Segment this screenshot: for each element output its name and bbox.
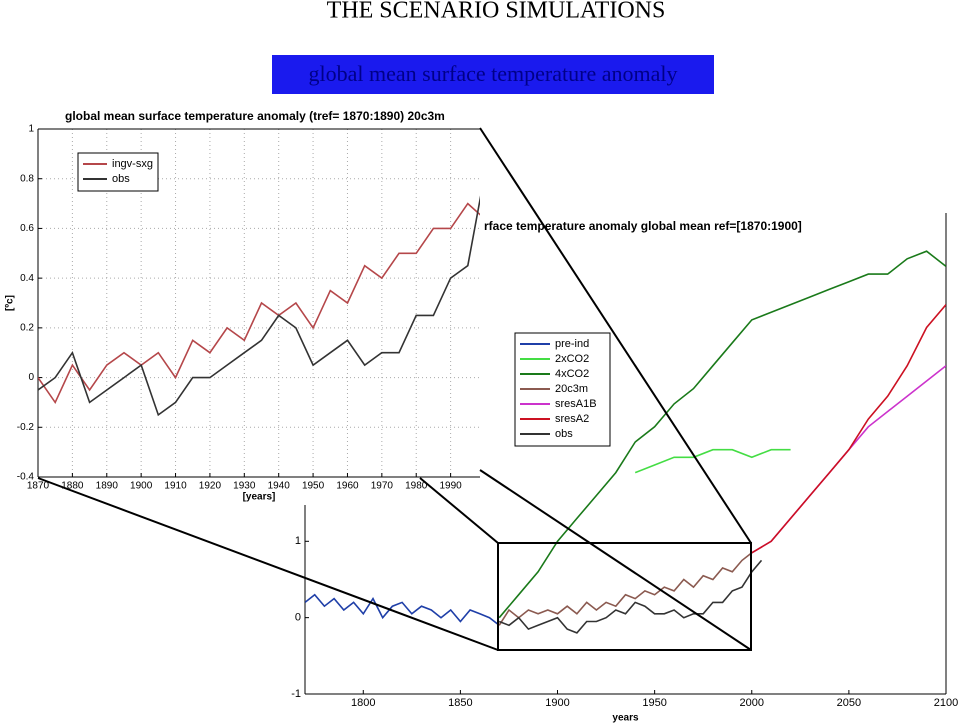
series-line <box>751 365 946 554</box>
slide-title: THE SCENARIO SIMULATIONS <box>327 0 666 24</box>
y-tick-label: 0.6 <box>20 223 34 234</box>
series-line <box>498 559 763 634</box>
zoom-box <box>497 542 752 651</box>
y-tick-label: 1 <box>28 124 34 135</box>
legend-label: pre-ind <box>555 338 589 350</box>
y-tick-label: 0.4 <box>20 273 34 284</box>
series-line <box>38 202 480 405</box>
slide-subtitle: global mean surface temperature anomaly <box>309 61 678 86</box>
x-tick-label: 1930 <box>233 481 256 492</box>
legend-label: 4xCO2 <box>555 368 589 380</box>
x-tick-label: 1980 <box>405 481 428 492</box>
y-tick-label: -1 <box>291 688 301 700</box>
x-tick-label: 1940 <box>268 481 291 492</box>
legend-label: sresA2 <box>555 413 589 425</box>
x-tick-label: 2100 <box>934 697 958 709</box>
x-tick-label: 2000 <box>740 697 764 709</box>
x-tick-label: 1970 <box>371 481 394 492</box>
x-tick-label: 1850 <box>448 697 472 709</box>
legend-label: sresA1B <box>555 398 597 410</box>
series-line <box>634 448 791 474</box>
chart-title: global mean surface temperature anomaly … <box>65 109 445 123</box>
y-tick-label: 1 <box>295 535 301 547</box>
x-tick-label: 1950 <box>302 481 325 492</box>
x-tick-label: 1950 <box>642 697 666 709</box>
connector <box>419 477 499 544</box>
zoom-connectors <box>37 127 752 651</box>
series-line <box>305 593 500 626</box>
x-tick-label: 1870 <box>27 481 50 492</box>
inset-chart: -0.4 -0.2 0 0.2 0.4 0.6 0.8 1 1870 1880 1890 1900 19… <box>0 100 480 505</box>
connector <box>479 127 752 544</box>
x-tick-label: 1900 <box>545 697 569 709</box>
legend-label: 20c3m <box>555 383 588 395</box>
x-tick-label: 1910 <box>164 481 187 492</box>
x-tick-label: 1880 <box>61 481 84 492</box>
chart-title: rface temperature anomaly global mean re… <box>484 219 802 233</box>
x-axis-label: [years] <box>243 492 276 503</box>
legend-label: obs <box>555 428 573 440</box>
legend-label: 2xCO2 <box>555 353 589 365</box>
y-tick-label: 0.2 <box>20 322 34 333</box>
subtitle-banner <box>272 55 714 94</box>
legend-label: obs <box>112 173 130 185</box>
legend-box <box>77 152 159 192</box>
y-tick-label: 0.8 <box>20 173 34 184</box>
panel-background <box>0 100 480 505</box>
y-tick-label: -0.4 <box>17 472 35 483</box>
series-line <box>38 195 480 417</box>
y-tick-label: 0 <box>295 612 301 624</box>
x-tick-label: 1960 <box>336 481 359 492</box>
x-tick-label: 2050 <box>837 697 861 709</box>
y-tick-label: -0.2 <box>17 422 35 433</box>
series-line <box>498 250 946 619</box>
connector <box>479 469 752 651</box>
y-axis-label: [ºc] <box>5 295 16 311</box>
x-tick-label: 1900 <box>130 481 153 492</box>
x-tick-label: 1800 <box>351 697 375 709</box>
x-tick-label: 1990 <box>439 481 462 492</box>
legend-label: ingv-sxg <box>112 158 153 170</box>
series-line <box>498 552 753 626</box>
x-tick-label: 1890 <box>96 481 119 492</box>
series-line <box>751 304 946 554</box>
y-tick-label: 0 <box>28 372 34 383</box>
main-chart: -1 0 1 1800 1850 1900 1950 2000 2050 2100 pre-ind 2… <box>291 213 958 724</box>
x-tick-label: 1920 <box>199 481 222 492</box>
connector <box>37 477 499 651</box>
x-axis-label: years <box>612 713 639 724</box>
